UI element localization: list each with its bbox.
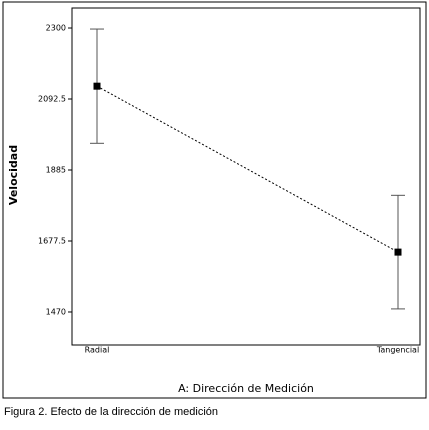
y-tick-label: 2092.5 [38,95,66,104]
x-tick-label: Tangencial [376,346,419,355]
y-tick-label: 1470 [46,307,66,316]
y-tick-label: 1677.5 [38,236,66,245]
plot-frame [71,7,421,346]
caption: Figura 2. Efecto de la dirección de medi… [4,406,218,418]
outer-frame [2,1,427,399]
point [394,248,402,256]
y-tick-label: 1885 [46,165,66,174]
line [96,85,399,253]
x-axis-title: A: Dirección de Medición [178,382,314,395]
x-tick-label: Radial [85,346,110,355]
y-axis-title: Velocidad [7,145,20,205]
y-tick-label: 2300 [46,24,66,33]
point [93,82,101,90]
